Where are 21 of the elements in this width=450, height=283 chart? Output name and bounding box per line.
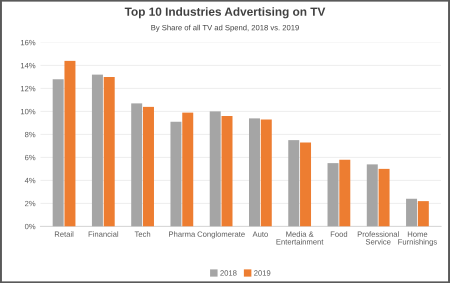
bar [222, 116, 233, 226]
bar [406, 198, 418, 226]
bar [131, 103, 142, 226]
bar [142, 106, 154, 226]
bar [300, 142, 312, 226]
bar [182, 112, 194, 226]
bar [288, 140, 300, 226]
chart-title: Top 10 Industries Advertising on TV [124, 7, 326, 18]
bar [210, 111, 221, 226]
bar [339, 160, 350, 226]
bar [260, 119, 272, 226]
bar [92, 74, 103, 226]
bar [170, 122, 182, 226]
bar [52, 79, 64, 226]
bar [104, 76, 115, 226]
bar [328, 163, 339, 226]
bar [64, 60, 76, 226]
bar [366, 164, 378, 226]
bar [418, 201, 429, 226]
bar [248, 118, 260, 226]
bar [378, 168, 390, 226]
